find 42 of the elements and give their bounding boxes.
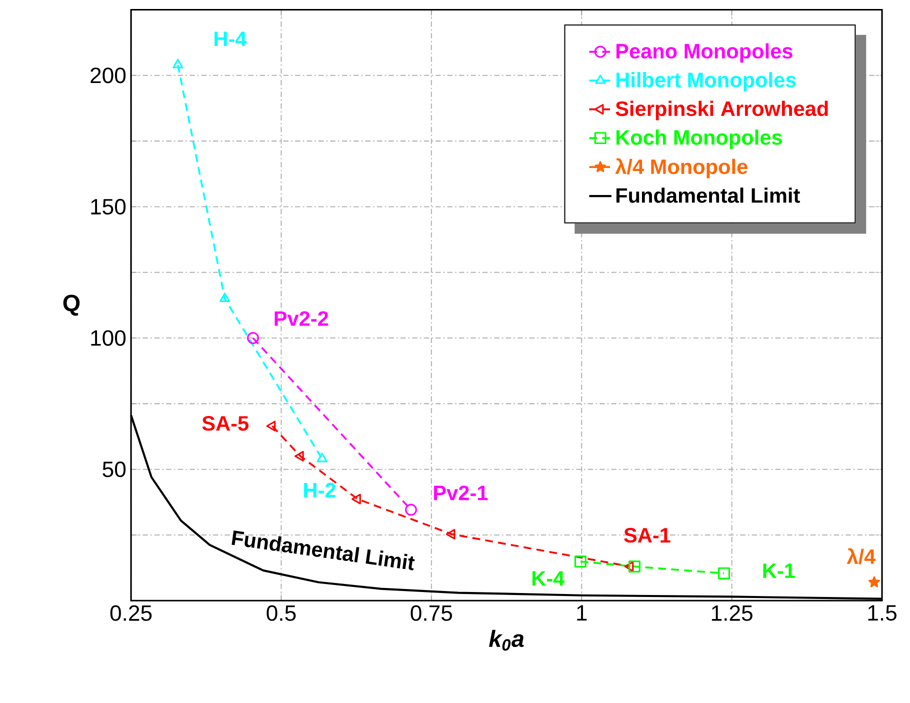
y-tick-label: 150 bbox=[91, 198, 126, 214]
x-tick-label: 1.5 bbox=[868, 605, 896, 620]
y-tick-label: 50 bbox=[102, 461, 126, 477]
legend-label: Fundamental Limit bbox=[616, 187, 800, 203]
point bbox=[574, 555, 586, 568]
annotation: H-2 bbox=[304, 482, 336, 498]
point bbox=[247, 332, 259, 344]
annotation: Fundamental Limit bbox=[232, 530, 415, 570]
legend-label: Hilbert Monopoles bbox=[616, 72, 796, 92]
point bbox=[294, 450, 304, 462]
x-tick-label: 1 bbox=[577, 605, 587, 620]
point bbox=[624, 560, 634, 572]
point bbox=[266, 420, 276, 432]
point bbox=[868, 576, 880, 588]
point bbox=[316, 452, 328, 462]
legend-label: Peano Monopoles bbox=[616, 43, 792, 62]
point bbox=[628, 560, 640, 572]
point bbox=[172, 58, 184, 68]
annotation: K-1 bbox=[763, 563, 795, 578]
legend-label: Sierpinski Arrowhead bbox=[616, 100, 828, 120]
annotation: K-4 bbox=[532, 571, 565, 586]
legend-label: Koch Monopoles bbox=[616, 129, 782, 149]
x-tick-label: 0.75 bbox=[410, 605, 452, 621]
point bbox=[352, 493, 361, 504]
legend-label: λ/4 Monopole bbox=[615, 158, 748, 178]
point bbox=[718, 567, 730, 580]
y-tick-label: 200 bbox=[90, 67, 126, 84]
y-axis-title: Q bbox=[63, 294, 80, 316]
point bbox=[446, 528, 456, 540]
y-tick-label: 100 bbox=[91, 330, 126, 346]
x-tick-label: 1.25 bbox=[712, 605, 752, 621]
annotation: SA-5 bbox=[202, 416, 248, 431]
point bbox=[405, 504, 417, 516]
x-axis-title: k$_{0}$a bbox=[489, 630, 524, 650]
annotation: Pv2-2 bbox=[274, 311, 328, 326]
annotation: H-4 bbox=[214, 31, 247, 46]
point bbox=[219, 292, 230, 302]
x-tick-label: 0.25 bbox=[110, 605, 152, 621]
annotation: λ/4 bbox=[846, 548, 876, 564]
annotation: Pv2-1 bbox=[434, 485, 488, 500]
x-tick-label: 0.5 bbox=[266, 605, 296, 621]
annotation: SA-1 bbox=[624, 528, 670, 542]
